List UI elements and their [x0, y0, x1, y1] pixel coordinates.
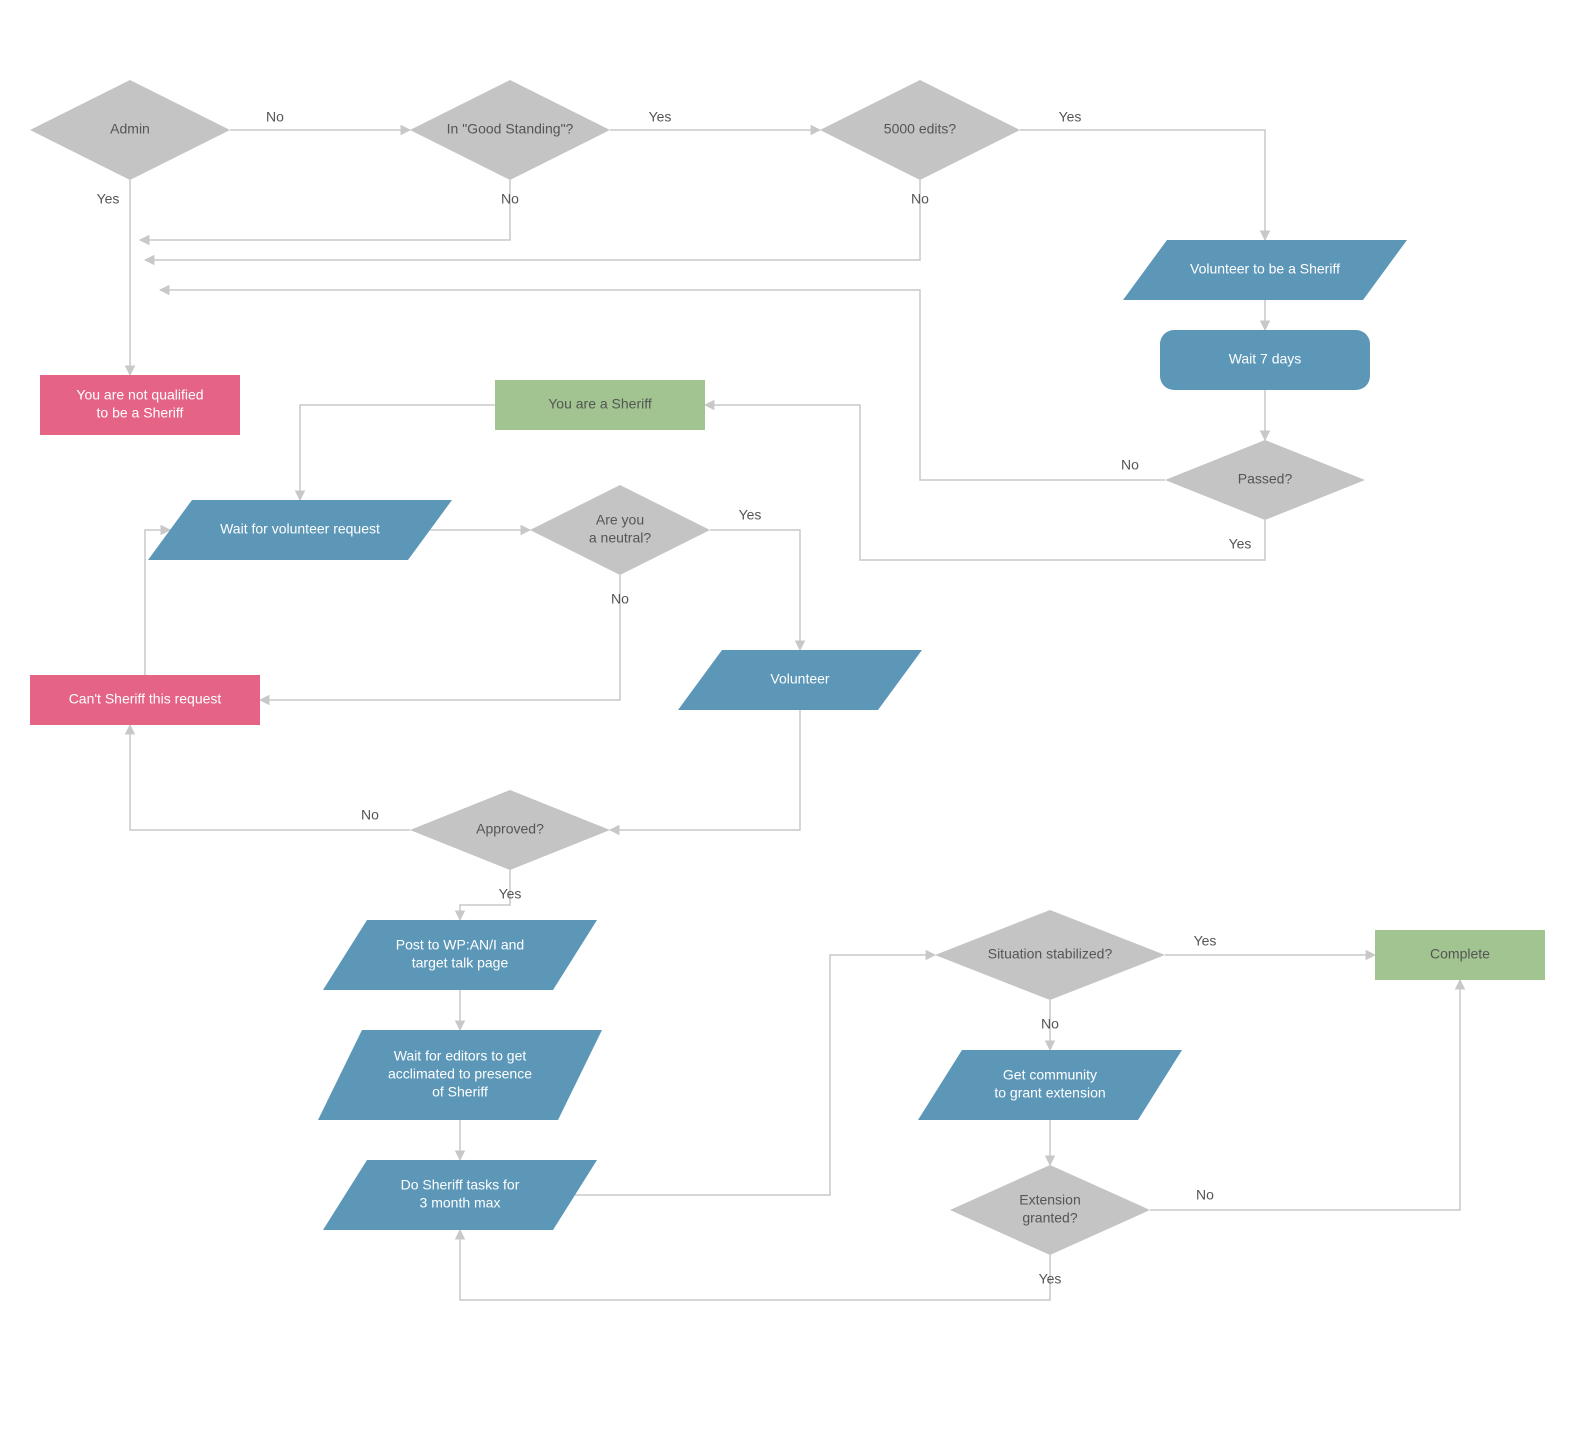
svg-text:of Sheriff: of Sheriff	[432, 1084, 488, 1100]
svg-text:target talk page: target talk page	[412, 955, 509, 971]
svg-text:Volunteer to be a Sheriff: Volunteer to be a Sheriff	[1190, 261, 1340, 277]
svg-text:Wait 7 days: Wait 7 days	[1229, 351, 1302, 367]
label-stab-yes: Yes	[1194, 933, 1217, 949]
svg-text:5000 edits?: 5000 edits?	[884, 121, 957, 137]
svg-text:Admin: Admin	[110, 121, 150, 137]
svg-text:Approved?: Approved?	[476, 821, 544, 837]
svg-text:In "Good Standing"?: In "Good Standing"?	[447, 121, 574, 137]
label-passed-no: No	[1121, 457, 1139, 473]
label-approved-no: No	[361, 807, 379, 823]
svg-text:Are you: Are you	[596, 512, 644, 528]
label-approved-yes: Yes	[499, 886, 522, 902]
svg-text:to be a Sheriff: to be a Sheriff	[97, 405, 184, 421]
svg-text:You are a Sheriff: You are a Sheriff	[548, 396, 652, 412]
svg-text:acclimated to presence: acclimated to presence	[388, 1066, 532, 1082]
svg-text:Passed?: Passed?	[1238, 471, 1293, 487]
svg-text:Extension: Extension	[1019, 1192, 1080, 1208]
label-good-no: No	[501, 191, 519, 207]
label-ext-no: No	[1196, 1187, 1214, 1203]
svg-text:Get community: Get community	[1003, 1067, 1097, 1083]
label-stab-no: No	[1041, 1016, 1059, 1032]
svg-text:Complete: Complete	[1430, 946, 1490, 962]
svg-text:Volunteer: Volunteer	[770, 671, 829, 687]
label-admin-no: No	[266, 109, 284, 125]
svg-text:Situation stabilized?: Situation stabilized?	[988, 946, 1113, 962]
svg-text:granted?: granted?	[1022, 1210, 1077, 1226]
label-admin-yes: Yes	[97, 191, 120, 207]
label-edits-yes: Yes	[1059, 109, 1082, 125]
svg-text:Can't Sheriff this request: Can't Sheriff this request	[69, 691, 222, 707]
svg-text:to grant extension: to grant extension	[994, 1085, 1105, 1101]
svg-text:You are not qualified: You are not qualified	[76, 387, 203, 403]
svg-text:Post to WP:AN/I and: Post to WP:AN/I and	[396, 937, 524, 953]
label-passed-yes: Yes	[1229, 536, 1252, 552]
label-edits-no: No	[911, 191, 929, 207]
nodes: Admin In "Good Standing"? 5000 edits? Volun…	[30, 80, 1545, 1255]
svg-text:a neutral?: a neutral?	[589, 530, 651, 546]
svg-text:3 month max: 3 month max	[420, 1195, 501, 1211]
svg-text:Do Sheriff tasks for: Do Sheriff tasks for	[401, 1177, 520, 1193]
svg-text:Wait for editors to get: Wait for editors to get	[394, 1048, 527, 1064]
svg-text:Wait for volunteer request: Wait for volunteer request	[220, 521, 380, 537]
label-good-yes: Yes	[649, 109, 672, 125]
label-ext-yes: Yes	[1039, 1271, 1062, 1287]
label-neutral-no: No	[611, 591, 629, 607]
flowchart-canvas: No Yes Yes No Yes No No Yes Yes	[0, 0, 1578, 1434]
label-neutral-yes: Yes	[739, 507, 762, 523]
